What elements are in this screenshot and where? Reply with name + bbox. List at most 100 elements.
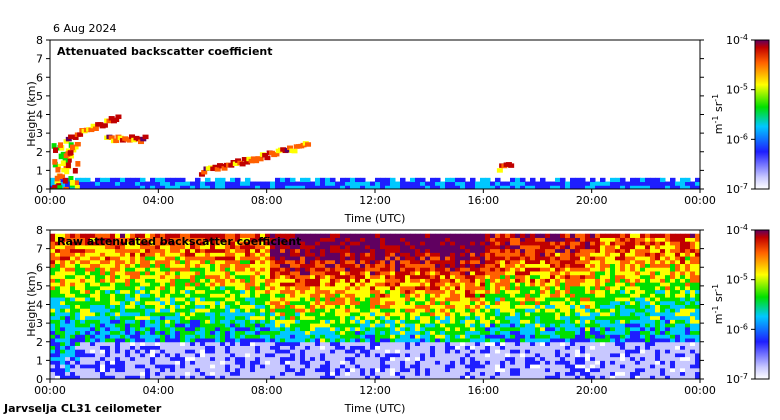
heat-cell — [240, 367, 246, 373]
heat-cell — [165, 248, 171, 253]
heat-cell — [75, 352, 81, 358]
heat-cell — [520, 241, 526, 246]
colorbar-unit-1: m-1 sr-1 — [711, 94, 725, 134]
heat-cell — [610, 349, 616, 354]
heat-cell — [245, 185, 251, 189]
heat-cell — [395, 311, 401, 317]
heat-cell — [230, 293, 236, 298]
heat-cell — [175, 233, 181, 238]
heat-cell — [175, 326, 181, 332]
heat-cell — [110, 315, 116, 320]
heat-cell — [275, 259, 281, 265]
heat-cell — [100, 300, 106, 305]
heat-cell — [285, 233, 291, 238]
heat-cell — [365, 233, 371, 238]
heat-cell — [530, 241, 536, 246]
heat-cell — [385, 270, 391, 276]
heat-cell — [65, 311, 71, 317]
heat-cell — [385, 252, 391, 257]
heat-cell — [525, 304, 531, 309]
heat-cell — [215, 252, 221, 257]
heat-cell — [310, 319, 316, 324]
heat-cell — [375, 315, 381, 320]
heat-cell — [400, 285, 406, 291]
heat-cell — [465, 263, 471, 268]
heat-cell — [120, 356, 126, 361]
heat-cell — [250, 326, 256, 332]
heat-cell — [610, 241, 616, 246]
heat-cell — [340, 263, 346, 268]
heat-cell — [340, 338, 346, 343]
heat-cell — [530, 375, 536, 379]
heat-cell — [565, 274, 571, 279]
heat-cell — [145, 293, 151, 298]
heat-cell — [115, 360, 121, 365]
heat-cell — [140, 326, 146, 332]
heat-cell — [575, 349, 581, 354]
heat-cell — [300, 248, 306, 253]
heat-cell — [595, 308, 601, 313]
heat-cell — [255, 259, 261, 265]
heat-cell — [245, 177, 251, 183]
heat-cell — [405, 330, 411, 335]
heat-cell — [565, 233, 571, 238]
heat-cell — [275, 267, 281, 272]
heat-cell — [65, 349, 71, 354]
heat-cell — [150, 315, 156, 320]
heat-cell — [555, 252, 561, 257]
heat-cell — [385, 311, 391, 317]
heat-cell — [505, 367, 511, 373]
heat-cell — [540, 259, 546, 265]
heat-cell — [385, 326, 391, 332]
heat-cell — [160, 297, 166, 302]
heat-cell — [100, 177, 106, 183]
heat-cell — [400, 263, 406, 268]
heat-cell — [335, 352, 341, 358]
heat-cell — [400, 256, 406, 261]
heat-cell — [410, 181, 416, 186]
heat-cell — [560, 341, 566, 346]
heat-cell — [185, 338, 191, 343]
heat-cell — [95, 248, 101, 253]
heat-cell — [530, 285, 536, 291]
heat-cell — [460, 371, 466, 376]
heat-cell — [360, 278, 366, 283]
heat-cell — [65, 248, 71, 253]
heat-cell — [615, 364, 621, 369]
heat-cell — [110, 311, 116, 317]
heat-cell — [95, 367, 101, 373]
heat-cell — [480, 326, 486, 332]
heat-cell — [200, 371, 206, 376]
heat-cell — [215, 297, 221, 302]
heat-cell — [510, 360, 516, 365]
heat-cell — [485, 326, 491, 332]
heat-cell — [565, 304, 571, 309]
heat-cell — [540, 356, 546, 361]
heat-cell — [560, 259, 566, 265]
heat-cell — [220, 244, 226, 250]
heat-cell — [475, 308, 481, 313]
heat-cell — [385, 349, 391, 354]
heat-cell — [445, 233, 451, 238]
heat-cell — [105, 244, 111, 250]
heat-cell — [350, 177, 356, 183]
heat-cell — [585, 371, 591, 376]
heat-cell — [280, 300, 286, 305]
heat-cell — [165, 233, 171, 238]
heat-cell — [250, 248, 256, 253]
heat-cell — [270, 263, 276, 268]
heat-cell — [80, 334, 86, 339]
heat-cell — [565, 289, 571, 294]
heat-cell — [305, 267, 311, 272]
heat-cell — [535, 319, 541, 324]
heat-cell — [450, 297, 456, 302]
heat-cell — [475, 364, 481, 369]
heat-cell — [265, 256, 271, 261]
heat-cell — [225, 326, 231, 332]
heat-cell — [165, 278, 171, 283]
heat-cell — [395, 315, 401, 320]
heat-cell — [325, 341, 331, 346]
heat-cell — [490, 319, 496, 324]
heat-cell — [185, 330, 191, 335]
heat-cell — [375, 356, 381, 361]
